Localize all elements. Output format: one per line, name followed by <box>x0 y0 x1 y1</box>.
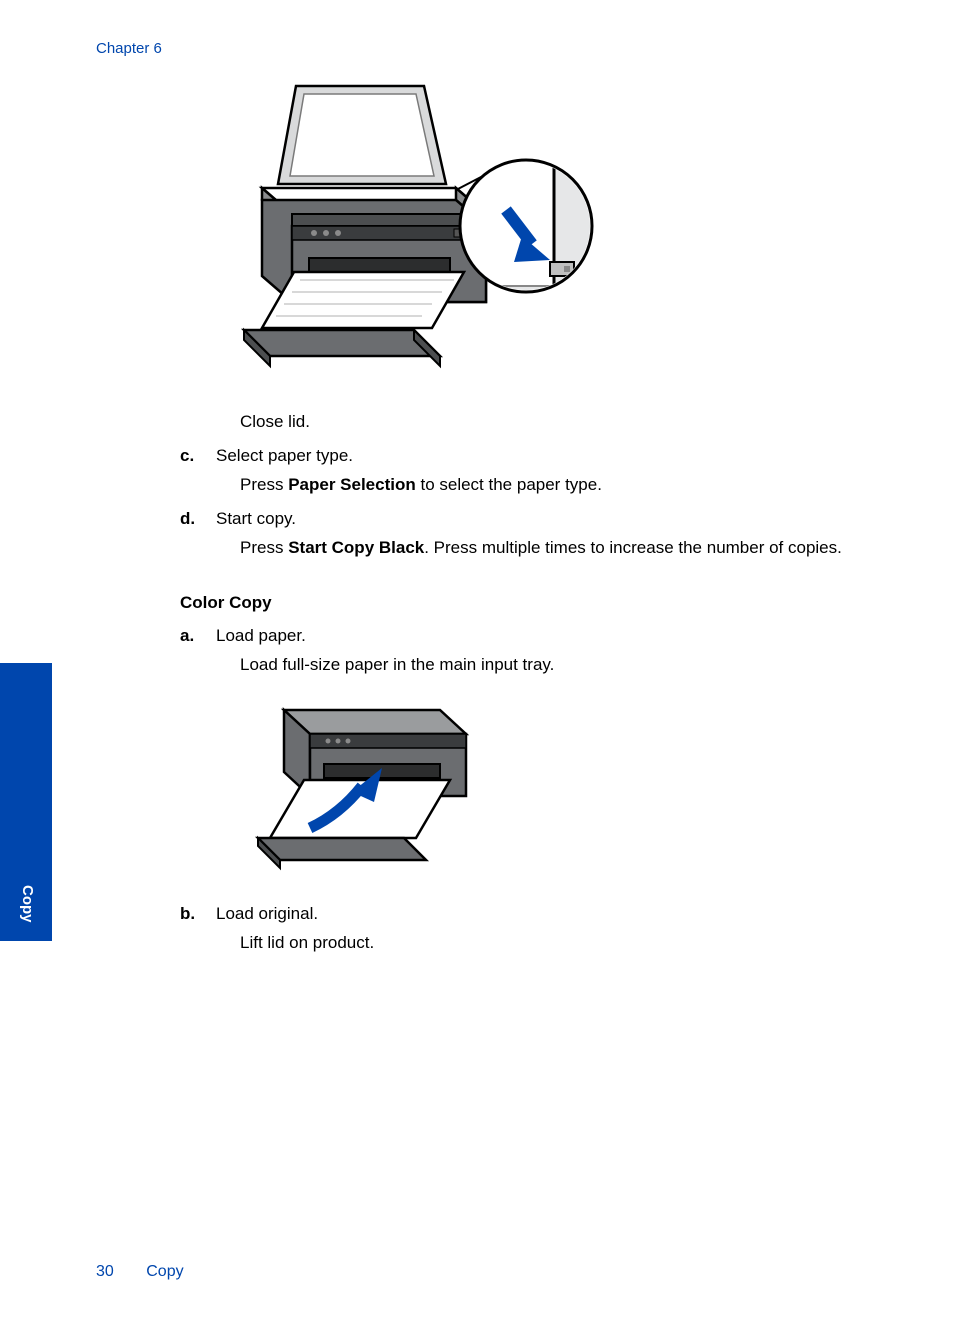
step-c-sub: Press Paper Selection to select the pape… <box>240 472 850 498</box>
page-content: Close lid. c. Select paper type. Press P… <box>180 76 850 964</box>
figure-printer-open-lid <box>214 76 850 381</box>
side-tab-label: Copy <box>19 885 36 923</box>
step-b-marker: b. <box>180 901 216 927</box>
figure-printer-load-paper <box>240 690 850 885</box>
step-d: d. Start copy. <box>180 506 850 532</box>
step-close-lid: Close lid. <box>240 409 850 435</box>
step-c-marker: c. <box>180 443 216 469</box>
page-footer: 30 Copy <box>96 1263 184 1281</box>
page-number: 30 <box>96 1263 114 1280</box>
step-a: a. Load paper. <box>180 623 850 649</box>
step-c-title: Select paper type. <box>216 443 850 469</box>
step-a-sub: Load full-size paper in the main input t… <box>240 652 850 678</box>
step-d-sub: Press Start Copy Black. Press multiple t… <box>240 535 850 561</box>
side-tab: Copy <box>0 663 52 941</box>
step-b: b. Load original. <box>180 901 850 927</box>
chapter-header: Chapter 6 <box>96 40 162 57</box>
step-a-title: Load paper. <box>216 623 850 649</box>
step-b-title: Load original. <box>216 901 850 927</box>
section-color-copy: Color Copy <box>180 593 850 613</box>
step-c: c. Select paper type. <box>180 443 850 469</box>
step-a-marker: a. <box>180 623 216 649</box>
step-b-sub: Lift lid on product. <box>240 930 850 956</box>
step-d-title: Start copy. <box>216 506 850 532</box>
step-d-marker: d. <box>180 506 216 532</box>
footer-title: Copy <box>146 1263 183 1280</box>
